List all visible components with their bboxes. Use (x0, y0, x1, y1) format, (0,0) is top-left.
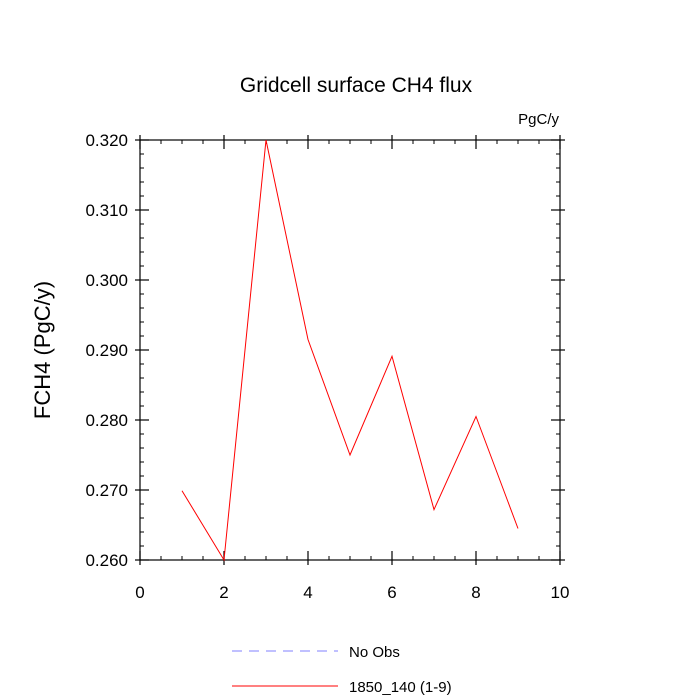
legend-label: No Obs (349, 644, 400, 661)
units-label: PgC/y (518, 111, 559, 128)
plot-frame (139, 139, 561, 561)
x-tick-label: 8 (471, 583, 480, 602)
legend: No Obs 1850_140 (1-9) (232, 644, 452, 696)
plot-area: 0 2 4 6 8 10 0.260 0.270 0.280 0.290 0.300 0.310 0.3… (85, 131, 569, 602)
y-axis-label: FCH4 (PgC/y) (30, 281, 55, 419)
x-tick-label: 2 (219, 583, 228, 602)
y-tick-label: 0.320 (85, 131, 128, 150)
y-tick-label: 0.280 (85, 411, 128, 430)
x-tick-label: 0 (135, 583, 144, 602)
y-tick-label: 0.260 (85, 551, 128, 570)
chart-title: Gridcell surface CH4 flux (240, 74, 473, 97)
x-tick-label: 10 (551, 583, 570, 602)
y-tick-label: 0.310 (85, 201, 128, 220)
legend-label: 1850_140 (1-9) (349, 679, 452, 696)
y-tick-label: 0.290 (85, 341, 128, 360)
y-tick-label: 0.270 (85, 481, 128, 500)
x-tick-label: 4 (303, 583, 312, 602)
x-tick-label: 6 (387, 583, 396, 602)
y-tick-label: 0.300 (85, 271, 128, 290)
series-line (181, 139, 519, 562)
